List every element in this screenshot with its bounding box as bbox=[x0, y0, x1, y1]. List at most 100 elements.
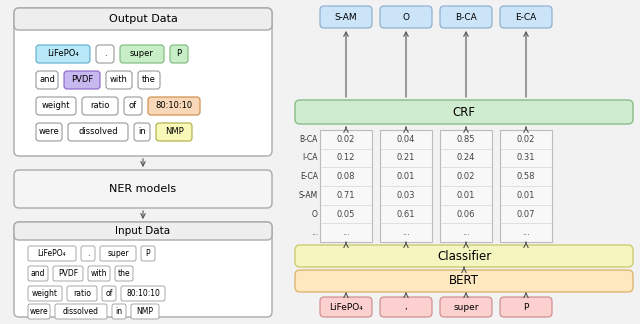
FancyBboxPatch shape bbox=[82, 97, 118, 115]
FancyBboxPatch shape bbox=[14, 170, 272, 208]
FancyBboxPatch shape bbox=[148, 97, 200, 115]
Text: CRF: CRF bbox=[452, 106, 476, 119]
FancyBboxPatch shape bbox=[115, 266, 133, 281]
Text: and: and bbox=[39, 75, 55, 85]
FancyBboxPatch shape bbox=[36, 45, 90, 63]
FancyBboxPatch shape bbox=[120, 45, 164, 63]
FancyBboxPatch shape bbox=[124, 97, 142, 115]
Text: I-CA: I-CA bbox=[303, 154, 318, 163]
FancyBboxPatch shape bbox=[156, 123, 192, 141]
Text: and: and bbox=[31, 269, 45, 278]
Text: 0.02: 0.02 bbox=[337, 135, 355, 144]
FancyBboxPatch shape bbox=[134, 123, 150, 141]
Text: weight: weight bbox=[32, 289, 58, 298]
Text: 0.01: 0.01 bbox=[517, 191, 535, 200]
FancyBboxPatch shape bbox=[141, 246, 155, 261]
Text: 0.05: 0.05 bbox=[337, 210, 355, 218]
Text: B-CA: B-CA bbox=[455, 13, 477, 21]
Text: were: were bbox=[29, 307, 48, 316]
Text: 0.02: 0.02 bbox=[457, 172, 475, 181]
Text: 0.01: 0.01 bbox=[397, 172, 415, 181]
FancyBboxPatch shape bbox=[36, 71, 58, 89]
Text: super: super bbox=[453, 303, 479, 311]
Text: .: . bbox=[104, 50, 106, 59]
FancyBboxPatch shape bbox=[121, 286, 165, 301]
Text: 0.02: 0.02 bbox=[517, 135, 535, 144]
Text: weight: weight bbox=[42, 101, 70, 110]
Text: S-AM: S-AM bbox=[335, 13, 357, 21]
Text: were: were bbox=[38, 128, 60, 136]
Text: O: O bbox=[403, 13, 410, 21]
FancyBboxPatch shape bbox=[14, 8, 272, 30]
FancyBboxPatch shape bbox=[28, 286, 62, 301]
Text: 0.85: 0.85 bbox=[457, 135, 476, 144]
FancyBboxPatch shape bbox=[81, 246, 95, 261]
Text: super: super bbox=[130, 50, 154, 59]
Text: NMP: NMP bbox=[164, 128, 184, 136]
FancyBboxPatch shape bbox=[295, 100, 633, 124]
Text: 80:10:10: 80:10:10 bbox=[156, 101, 193, 110]
Text: NER models: NER models bbox=[109, 184, 177, 194]
FancyBboxPatch shape bbox=[440, 6, 492, 28]
Text: ...: ... bbox=[462, 228, 470, 237]
FancyBboxPatch shape bbox=[53, 266, 83, 281]
FancyBboxPatch shape bbox=[295, 245, 633, 267]
FancyBboxPatch shape bbox=[14, 8, 272, 156]
Text: ...: ... bbox=[402, 228, 410, 237]
Text: B-CA: B-CA bbox=[300, 135, 318, 144]
Text: PVDF: PVDF bbox=[58, 269, 78, 278]
FancyBboxPatch shape bbox=[380, 297, 432, 317]
FancyBboxPatch shape bbox=[440, 297, 492, 317]
Text: the: the bbox=[142, 75, 156, 85]
Text: of: of bbox=[129, 101, 137, 110]
Text: O: O bbox=[312, 210, 318, 218]
Text: of: of bbox=[106, 289, 113, 298]
Text: 0.58: 0.58 bbox=[516, 172, 535, 181]
Text: dissolved: dissolved bbox=[63, 307, 99, 316]
Text: ...: ... bbox=[342, 228, 350, 237]
Text: 0.12: 0.12 bbox=[337, 154, 355, 163]
FancyBboxPatch shape bbox=[380, 6, 432, 28]
Text: 0.21: 0.21 bbox=[397, 154, 415, 163]
FancyBboxPatch shape bbox=[380, 130, 432, 242]
Text: ...: ... bbox=[311, 228, 318, 237]
Text: 0.31: 0.31 bbox=[516, 154, 535, 163]
Text: LiFePO₄: LiFePO₄ bbox=[38, 249, 67, 258]
Text: P: P bbox=[177, 50, 182, 59]
Text: E-CA: E-CA bbox=[515, 13, 536, 21]
FancyBboxPatch shape bbox=[112, 304, 126, 319]
FancyBboxPatch shape bbox=[500, 297, 552, 317]
FancyBboxPatch shape bbox=[36, 97, 76, 115]
Text: NMP: NMP bbox=[136, 307, 154, 316]
Text: PVDF: PVDF bbox=[71, 75, 93, 85]
Text: dissolved: dissolved bbox=[78, 128, 118, 136]
FancyBboxPatch shape bbox=[102, 286, 116, 301]
Text: LiFePO₄: LiFePO₄ bbox=[47, 50, 79, 59]
FancyBboxPatch shape bbox=[68, 123, 128, 141]
Text: 0.24: 0.24 bbox=[457, 154, 475, 163]
FancyBboxPatch shape bbox=[440, 130, 492, 242]
FancyBboxPatch shape bbox=[138, 71, 160, 89]
FancyBboxPatch shape bbox=[55, 304, 107, 319]
Text: ratio: ratio bbox=[73, 289, 91, 298]
FancyBboxPatch shape bbox=[320, 297, 372, 317]
FancyBboxPatch shape bbox=[28, 304, 50, 319]
Text: .: . bbox=[87, 249, 89, 258]
FancyBboxPatch shape bbox=[170, 45, 188, 63]
Text: 0.07: 0.07 bbox=[516, 210, 535, 218]
FancyBboxPatch shape bbox=[28, 246, 76, 261]
Text: ...: ... bbox=[522, 228, 530, 237]
Text: 0.08: 0.08 bbox=[337, 172, 355, 181]
FancyBboxPatch shape bbox=[28, 266, 48, 281]
Text: P: P bbox=[524, 303, 529, 311]
Text: with: with bbox=[110, 75, 128, 85]
Text: super: super bbox=[107, 249, 129, 258]
FancyBboxPatch shape bbox=[320, 130, 372, 242]
Text: 80:10:10: 80:10:10 bbox=[126, 289, 160, 298]
FancyBboxPatch shape bbox=[96, 45, 114, 63]
FancyBboxPatch shape bbox=[67, 286, 97, 301]
FancyBboxPatch shape bbox=[106, 71, 132, 89]
Text: Input Data: Input Data bbox=[115, 226, 171, 236]
Text: the: the bbox=[118, 269, 131, 278]
Text: 0.01: 0.01 bbox=[457, 191, 475, 200]
